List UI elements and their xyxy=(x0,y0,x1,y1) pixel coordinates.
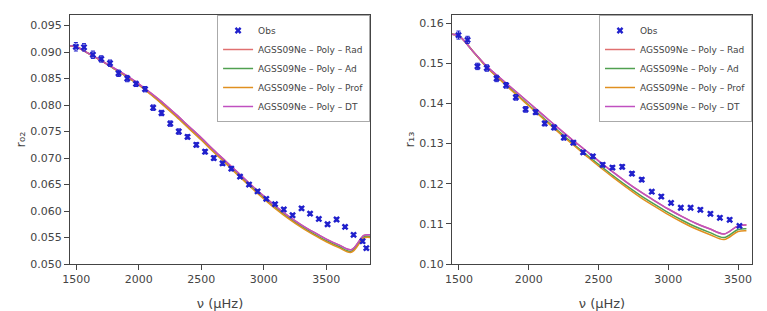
svg-text:3500: 3500 xyxy=(724,273,752,286)
svg-text:2500: 2500 xyxy=(584,273,612,286)
svg-text:AGSS09Ne – Poly – Ad: AGSS09Ne – Poly – Ad xyxy=(640,64,739,74)
svg-text:0.090: 0.090 xyxy=(30,46,62,59)
svg-text:AGSS09Ne – Poly – DT: AGSS09Ne – Poly – DT xyxy=(640,102,740,112)
svg-text:3500: 3500 xyxy=(312,273,340,286)
svg-text:2000: 2000 xyxy=(125,273,153,286)
svg-text:Obs: Obs xyxy=(640,26,658,36)
svg-text:1500: 1500 xyxy=(445,273,473,286)
svg-text:Obs: Obs xyxy=(258,26,276,36)
svg-text:AGSS09Ne – Poly – Rad: AGSS09Ne – Poly – Rad xyxy=(258,45,362,55)
svg-text:0.050: 0.050 xyxy=(30,258,62,271)
svg-text:0.055: 0.055 xyxy=(30,231,62,244)
svg-text:AGSS09Ne – Poly – Ad: AGSS09Ne – Poly – Ad xyxy=(258,64,357,74)
svg-text:0.16: 0.16 xyxy=(419,17,444,30)
svg-text:0.11: 0.11 xyxy=(419,218,444,231)
svg-text:0.095: 0.095 xyxy=(30,19,62,32)
svg-text:0.060: 0.060 xyxy=(30,205,62,218)
svg-text:0.12: 0.12 xyxy=(419,178,444,191)
svg-text:AGSS09Ne – Poly – Rad: AGSS09Ne – Poly – Rad xyxy=(640,45,744,55)
svg-text:0.10: 0.10 xyxy=(419,258,444,271)
svg-text:AGSS09Ne – Poly – DT: AGSS09Ne – Poly – DT xyxy=(258,102,358,112)
svg-text:r₀₂: r₀₂ xyxy=(13,132,28,148)
svg-text:ν (μHz): ν (μHz) xyxy=(579,296,625,311)
svg-text:0.13: 0.13 xyxy=(419,137,444,150)
svg-text:2000: 2000 xyxy=(515,273,543,286)
svg-text:2500: 2500 xyxy=(187,273,215,286)
svg-text:3000: 3000 xyxy=(250,273,278,286)
svg-text:0.15: 0.15 xyxy=(419,57,444,70)
svg-text:AGSS09Ne – Poly – Prof: AGSS09Ne – Poly – Prof xyxy=(640,83,745,93)
svg-text:1500: 1500 xyxy=(62,273,90,286)
svg-text:0.075: 0.075 xyxy=(30,125,62,138)
svg-text:0.085: 0.085 xyxy=(30,72,62,85)
svg-text:ν (μHz): ν (μHz) xyxy=(197,296,243,311)
svg-text:0.070: 0.070 xyxy=(30,152,62,165)
svg-text:0.065: 0.065 xyxy=(30,178,62,191)
svg-text:0.14: 0.14 xyxy=(419,97,444,110)
svg-text:AGSS09Ne – Poly – Prof: AGSS09Ne – Poly – Prof xyxy=(258,83,363,93)
svg-text:3000: 3000 xyxy=(654,273,682,286)
svg-text:r₁₃: r₁₃ xyxy=(402,132,417,148)
svg-text:0.080: 0.080 xyxy=(30,99,62,112)
